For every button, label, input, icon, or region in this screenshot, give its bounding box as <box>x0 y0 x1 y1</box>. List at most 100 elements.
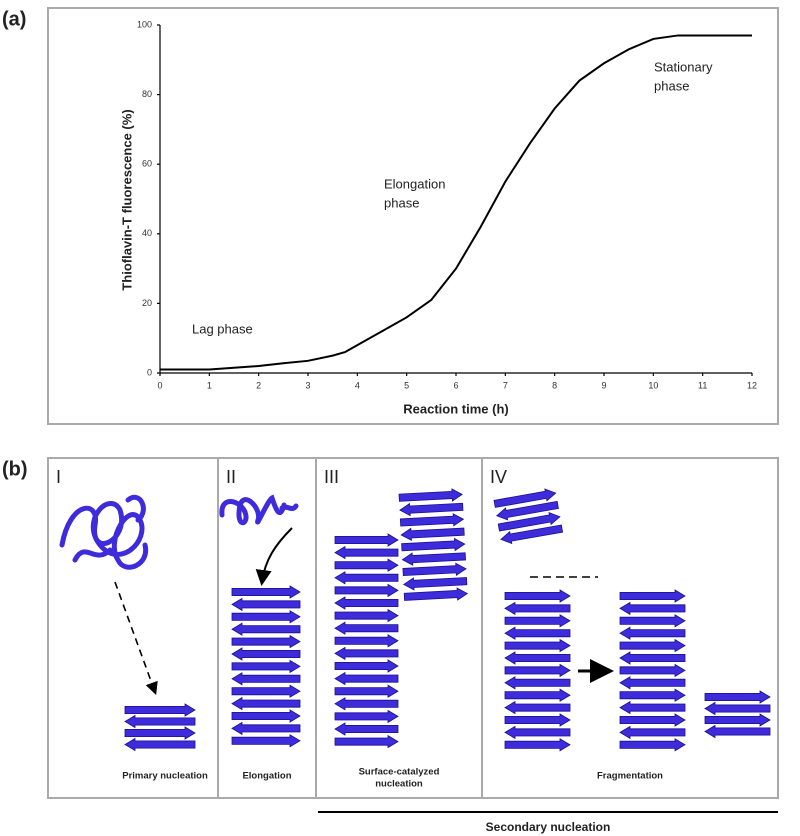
x-tick-label: 3 <box>305 380 310 390</box>
strand <box>619 663 686 678</box>
annotation: Stationary <box>654 59 713 74</box>
stage-numeral: II <box>226 467 236 487</box>
y-axis-label: Thioflavin-T fluorescence (%) <box>119 109 134 290</box>
annotation: phase <box>384 195 419 210</box>
strand <box>399 513 465 527</box>
fibrils <box>124 488 771 752</box>
y-tick-label: 100 <box>137 19 152 29</box>
x-tick-label: 1 <box>207 380 212 390</box>
strand <box>334 697 399 711</box>
panel-label: (b) <box>2 458 28 480</box>
fibril <box>504 589 571 752</box>
strand <box>334 684 399 698</box>
fibril <box>619 589 686 752</box>
group-label: Secondary nucleation <box>486 820 611 834</box>
stage-caption: Primary nucleation <box>122 771 208 782</box>
strand <box>504 589 571 603</box>
x-tick-label: 0 <box>157 380 162 390</box>
panel-b-frame <box>47 457 779 799</box>
strand <box>504 725 571 740</box>
strand <box>231 696 301 711</box>
fibril <box>704 690 771 739</box>
fibril <box>493 488 564 545</box>
strand <box>500 524 564 545</box>
strand <box>504 626 571 640</box>
strand <box>619 589 686 603</box>
strand <box>619 700 686 715</box>
strand <box>334 571 399 585</box>
strand <box>497 511 561 532</box>
stage-caption: Fragmentation <box>597 771 663 782</box>
strand <box>231 721 301 736</box>
strand <box>231 659 301 674</box>
annotation: Elongation <box>384 176 445 191</box>
strand <box>231 610 301 624</box>
y-tick-label: 0 <box>147 367 152 377</box>
arrow <box>255 527 293 586</box>
strand <box>124 726 196 740</box>
strand <box>334 558 399 572</box>
strand <box>402 577 468 591</box>
x-tick-label: 11 <box>698 380 707 390</box>
strand <box>334 608 399 623</box>
strand <box>231 647 301 661</box>
strand <box>504 651 571 665</box>
strand <box>619 638 686 653</box>
x-tick-label: 7 <box>503 380 508 390</box>
strand <box>504 601 571 616</box>
coil <box>59 495 149 570</box>
strand <box>334 722 399 736</box>
strand <box>334 659 399 673</box>
strand <box>399 502 464 517</box>
y-tick-label: 80 <box>142 89 152 99</box>
strand <box>704 713 771 727</box>
coil <box>219 494 299 526</box>
strand <box>334 734 399 749</box>
fibril <box>124 703 196 752</box>
strand <box>334 646 399 661</box>
stage-caption: Surface-catalyzed <box>359 767 440 778</box>
strand <box>231 672 301 686</box>
fibril <box>334 533 399 749</box>
strand <box>619 601 686 616</box>
strand <box>401 552 466 566</box>
y-tick-label: 60 <box>142 159 152 169</box>
strand <box>704 701 771 716</box>
strand <box>504 676 571 690</box>
strand <box>231 734 301 748</box>
strand <box>619 738 686 752</box>
strand <box>124 703 196 717</box>
strand <box>495 500 559 521</box>
strand <box>124 737 196 752</box>
strand <box>504 738 571 752</box>
arrow <box>114 581 158 696</box>
stage-numeral: III <box>324 467 339 487</box>
strand <box>619 614 686 628</box>
fibril <box>398 488 469 601</box>
strand <box>334 583 399 598</box>
x-tick-label: 4 <box>355 380 360 390</box>
x-tick-label: 12 <box>747 380 757 390</box>
strand <box>619 725 686 740</box>
strand <box>619 688 686 702</box>
x-axis-label: Reaction time (h) <box>403 401 508 416</box>
strand <box>124 714 196 729</box>
strand <box>619 676 686 690</box>
strand <box>231 709 301 723</box>
panel-label: (a) <box>2 8 26 30</box>
fibril <box>231 585 301 748</box>
strand <box>401 537 466 552</box>
y-tick-label: 20 <box>142 298 152 308</box>
strand <box>334 671 399 686</box>
strand <box>619 651 686 665</box>
strand <box>231 622 301 636</box>
x-tick-label: 6 <box>453 380 458 390</box>
x-tick-label: 2 <box>256 380 261 390</box>
strand <box>504 663 571 678</box>
x-tick-label: 9 <box>601 380 606 390</box>
strand <box>619 713 686 727</box>
annotation: phase <box>654 78 689 93</box>
strand <box>504 638 571 653</box>
strand <box>334 545 399 560</box>
